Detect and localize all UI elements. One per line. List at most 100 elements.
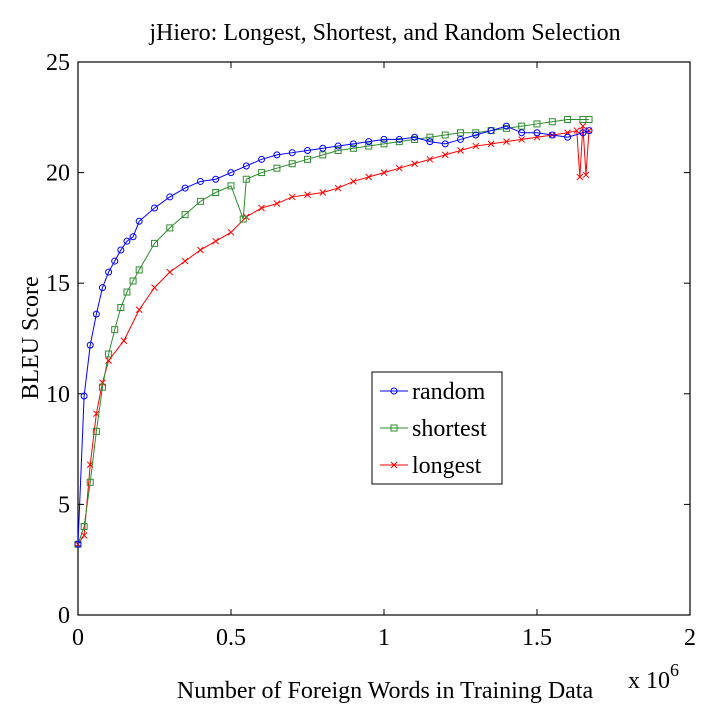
x-tick-label: 2 (684, 625, 696, 651)
y-axis-label: BLEU Score (18, 276, 44, 399)
data-point-random (579, 129, 587, 137)
data-point-shortest (426, 133, 434, 141)
data-point-shortest (135, 266, 143, 274)
data-point-longest (120, 337, 128, 345)
data-point-random (349, 140, 357, 148)
data-point-random (74, 540, 82, 548)
data-point-random (426, 138, 434, 146)
x-multiplier-base: x 10 (628, 668, 670, 694)
data-point-shortest (242, 175, 250, 183)
data-point-random (151, 204, 158, 212)
legend: random shortest longest (371, 371, 503, 485)
data-point-shortest (151, 239, 158, 247)
data-point-shortest (258, 169, 266, 177)
data-point-random (585, 127, 593, 135)
data-point-longest (365, 173, 373, 181)
data-point-random (334, 142, 342, 150)
data-point-longest (197, 246, 204, 254)
data-point-shortest (457, 129, 464, 137)
data-point-longest (99, 379, 106, 387)
y-tick-label: 20 (46, 161, 70, 187)
y-tick-label: 25 (46, 50, 70, 76)
y-axis-ticks: 0 5 10 15 20 25 (46, 50, 690, 629)
data-point-random (105, 268, 113, 276)
data-point-longest (288, 193, 296, 201)
data-point-random (135, 217, 143, 225)
data-point-shortest (518, 122, 526, 130)
data-point-shortest (196, 197, 204, 205)
data-point-random (98, 284, 106, 292)
data-point-longest (426, 155, 434, 163)
data-point-random (395, 135, 403, 143)
data-point-longest (181, 257, 189, 265)
data-point-longest (273, 200, 281, 207)
data-point-random (166, 193, 174, 201)
data-point-shortest (585, 116, 593, 124)
data-point-random (111, 257, 119, 265)
data-point-shortest (319, 151, 327, 159)
data-point-longest (582, 171, 590, 179)
x-axis-ticks: 0 0.5 1 1.5 2 (72, 62, 696, 651)
data-point-random (288, 149, 296, 157)
data-point-random (273, 151, 281, 159)
data-point-random (548, 131, 556, 139)
data-point-shortest (166, 224, 174, 232)
series-line-random (77, 125, 590, 545)
data-point-shortest (288, 160, 296, 168)
data-point-shortest (111, 326, 119, 334)
data-point-longest (411, 160, 418, 168)
data-point-shortest (80, 523, 88, 531)
data-point-random (196, 177, 204, 185)
data-point-longest (135, 306, 143, 314)
legend-label-longest: longest (412, 453, 482, 479)
data-point-shortest (98, 383, 106, 391)
legend-marker-random (390, 387, 398, 395)
data-point-longest (166, 268, 174, 276)
x-axis-label: Number of Foreign Words in Training Data (177, 678, 594, 704)
data-point-shortest (334, 146, 342, 154)
data-point-random (242, 162, 250, 170)
y-tick-label: 15 (46, 271, 70, 297)
data-point-shortest (349, 144, 357, 152)
x-tick-label: 0 (72, 625, 84, 651)
data-point-random (411, 133, 419, 141)
data-point-shortest (365, 142, 373, 150)
data-point-random (380, 135, 388, 143)
data-point-longest (576, 173, 584, 181)
chart-title: jHiero: Longest, Shortest, and Random Se… (148, 20, 620, 46)
data-point-shortest (502, 124, 510, 132)
data-point-shortest (548, 118, 556, 126)
data-point-shortest (123, 288, 131, 296)
data-point-random (564, 133, 572, 141)
data-point-shortest (304, 155, 311, 163)
data-point-random (129, 233, 137, 241)
data-point-random (319, 144, 327, 152)
data-point-longest (518, 136, 526, 143)
data-point-shortest (380, 140, 388, 148)
data-point-random (227, 169, 235, 177)
series-line-shortest (77, 119, 590, 545)
data-point-longest (380, 169, 388, 176)
data-point-shortest (181, 211, 189, 219)
data-point-random (258, 155, 266, 163)
data-point-longest (227, 228, 235, 236)
data-point-longest (573, 127, 581, 134)
data-point-random (365, 138, 373, 146)
data-point-longest (579, 122, 587, 130)
series-longest (74, 122, 593, 548)
series-random (74, 122, 593, 548)
data-point-shortest (411, 135, 419, 143)
data-point-longest (487, 140, 495, 148)
data-point-longest (334, 184, 342, 192)
series-layer (74, 116, 593, 548)
data-point-shortest (212, 189, 220, 197)
data-point-random (304, 146, 311, 154)
legend-marker-longest (390, 461, 398, 469)
data-point-random (502, 122, 510, 130)
data-point-longest (151, 284, 158, 291)
data-point-shortest (395, 138, 403, 146)
y-tick-label: 10 (46, 382, 70, 408)
x-tick-label: 1 (378, 625, 390, 651)
axes-frame (77, 61, 691, 616)
data-point-shortest (533, 120, 541, 128)
